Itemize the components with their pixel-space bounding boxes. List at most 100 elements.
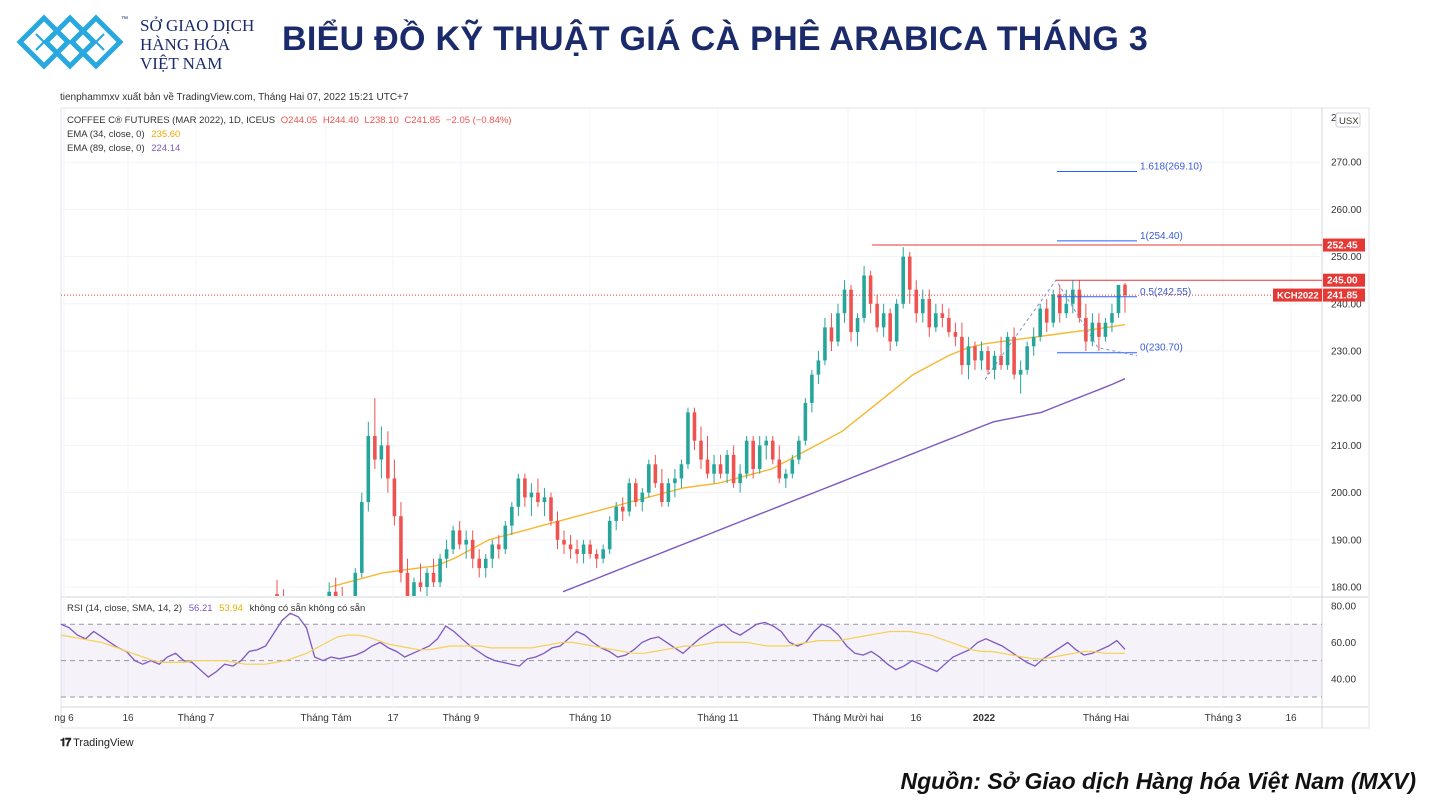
candle-body <box>327 591 331 596</box>
price-tag-252: 252.45 <box>1327 241 1358 252</box>
candle-body <box>588 544 592 554</box>
tv-icon: 𝟏𝟕 <box>60 737 71 749</box>
candle-body <box>744 440 749 474</box>
price-tag-252-bg <box>1323 238 1365 252</box>
rsi-tick-label: 60.00 <box>1331 638 1356 649</box>
page-title: BIỂU ĐỒ KỸ THUẬT GIÁ CÀ PHÊ ARABICA THÁN… <box>282 20 1149 58</box>
candle-body <box>1031 336 1036 347</box>
fib-trendline <box>984 279 1138 380</box>
candle-body <box>1018 369 1023 375</box>
legend-rsi: RSI (14, close, SMA, 14, 2) 56.21 53.94 … <box>67 603 365 614</box>
candle-body <box>947 317 951 333</box>
candle-body <box>633 483 638 503</box>
x-tick-label: 16 <box>122 713 134 724</box>
candle-body <box>1097 322 1101 337</box>
x-tick-label: Tháng Mười hai <box>812 713 883 724</box>
candle-body <box>444 549 449 559</box>
candle-body <box>914 289 919 314</box>
candle-body <box>803 402 808 441</box>
symbol-tag-bg <box>1273 288 1322 302</box>
candle-body <box>366 435 371 503</box>
y-tick-label: 2 <box>1331 113 1337 124</box>
candle-body <box>640 492 645 503</box>
candle-body <box>1084 317 1088 342</box>
candle-body <box>333 591 338 596</box>
tradingview-logo[interactable]: 𝟏𝟕 TradingView <box>60 737 134 750</box>
candle-body <box>953 332 958 337</box>
candle-body <box>614 506 618 521</box>
x-tick-label: 2022 <box>973 713 996 724</box>
rsi-tick-label: 80.00 <box>1331 602 1356 613</box>
fib-label: 1.618(269.10) <box>1140 161 1202 172</box>
candle-body <box>770 440 775 460</box>
legend-ema34: EMA (34, close, 0) 235.60 <box>67 129 180 140</box>
candle-body <box>516 478 521 507</box>
x-tick-label: Tháng 11 <box>697 713 739 724</box>
mxv-logo-icon <box>16 14 124 70</box>
rsi-sma-line <box>60 630 1126 665</box>
price-tag-245-bg <box>1323 273 1365 287</box>
candle-body <box>477 558 482 569</box>
candle-body <box>1038 308 1042 337</box>
candle-body <box>927 299 932 328</box>
candle-body <box>275 594 279 596</box>
x-tick-label: Tháng 7 <box>178 713 215 724</box>
candle-body <box>353 572 358 596</box>
candle-body <box>842 289 847 314</box>
trademark-mark: ™ <box>121 16 128 23</box>
candle-body <box>1123 284 1127 296</box>
candle-body <box>731 454 736 484</box>
candle-body <box>1110 313 1114 323</box>
y-tick-label: 200.00 <box>1331 488 1362 499</box>
candle-body <box>483 558 488 569</box>
candle-body <box>627 483 632 512</box>
x-tick-label: Tháng Hai <box>1083 713 1129 724</box>
candle-body <box>568 544 573 550</box>
candle-body <box>360 502 364 573</box>
fib-label: 0.5(242.55) <box>1140 287 1191 298</box>
logo-line-3: VIỆT NAM <box>140 54 223 73</box>
candle-body <box>784 473 788 479</box>
candle-body <box>1116 284 1121 314</box>
candle-body <box>647 464 651 493</box>
candle-body <box>816 360 821 375</box>
candle-body <box>431 572 436 583</box>
candle-body <box>1005 336 1010 366</box>
candle-body <box>973 346 977 361</box>
published-note: tienphammxv xuất bản về TradingView.com,… <box>60 92 409 103</box>
y-tick-label: 210.00 <box>1331 441 1362 452</box>
candle-body <box>751 440 755 469</box>
candle-body <box>536 492 540 503</box>
candle-body <box>620 506 625 512</box>
price-tag-last: 241.85 <box>1327 291 1358 302</box>
y-tick-label: 220.00 <box>1331 394 1362 405</box>
logo-line-1: SỞ GIAO DỊCH <box>140 16 255 35</box>
candle-body <box>425 572 429 587</box>
x-tick-label: 17 <box>387 713 399 724</box>
candle-body <box>373 435 377 460</box>
x-tick-label: Tháng Tám <box>301 713 352 724</box>
candle-body <box>379 445 384 460</box>
y-tick-label: 240.00 <box>1331 299 1362 310</box>
price-tag-245: 245.00 <box>1327 276 1358 287</box>
y-tick-label: 250.00 <box>1331 252 1362 263</box>
candle-body <box>653 464 658 484</box>
candle-body <box>666 483 671 503</box>
candle-body <box>986 351 990 370</box>
rsi-tick-label: 40.00 <box>1331 674 1356 685</box>
candle-body <box>881 313 886 328</box>
candle-body <box>1051 294 1056 323</box>
candle-body <box>1103 322 1108 337</box>
candle-body <box>607 520 612 550</box>
candle-body <box>405 572 410 596</box>
candle-body <box>601 549 605 559</box>
x-tick-label: Tháng 3 <box>1205 713 1242 724</box>
logo-text: SỞ GIAO DỊCH HÀNG HÓA VIỆT NAM <box>140 16 254 73</box>
fib-label: 1(254.40) <box>1140 231 1183 242</box>
candle-body <box>451 530 455 550</box>
candle-body <box>738 473 742 484</box>
candle-body <box>412 582 416 596</box>
candle-body <box>992 355 997 370</box>
candle-body <box>686 412 690 465</box>
